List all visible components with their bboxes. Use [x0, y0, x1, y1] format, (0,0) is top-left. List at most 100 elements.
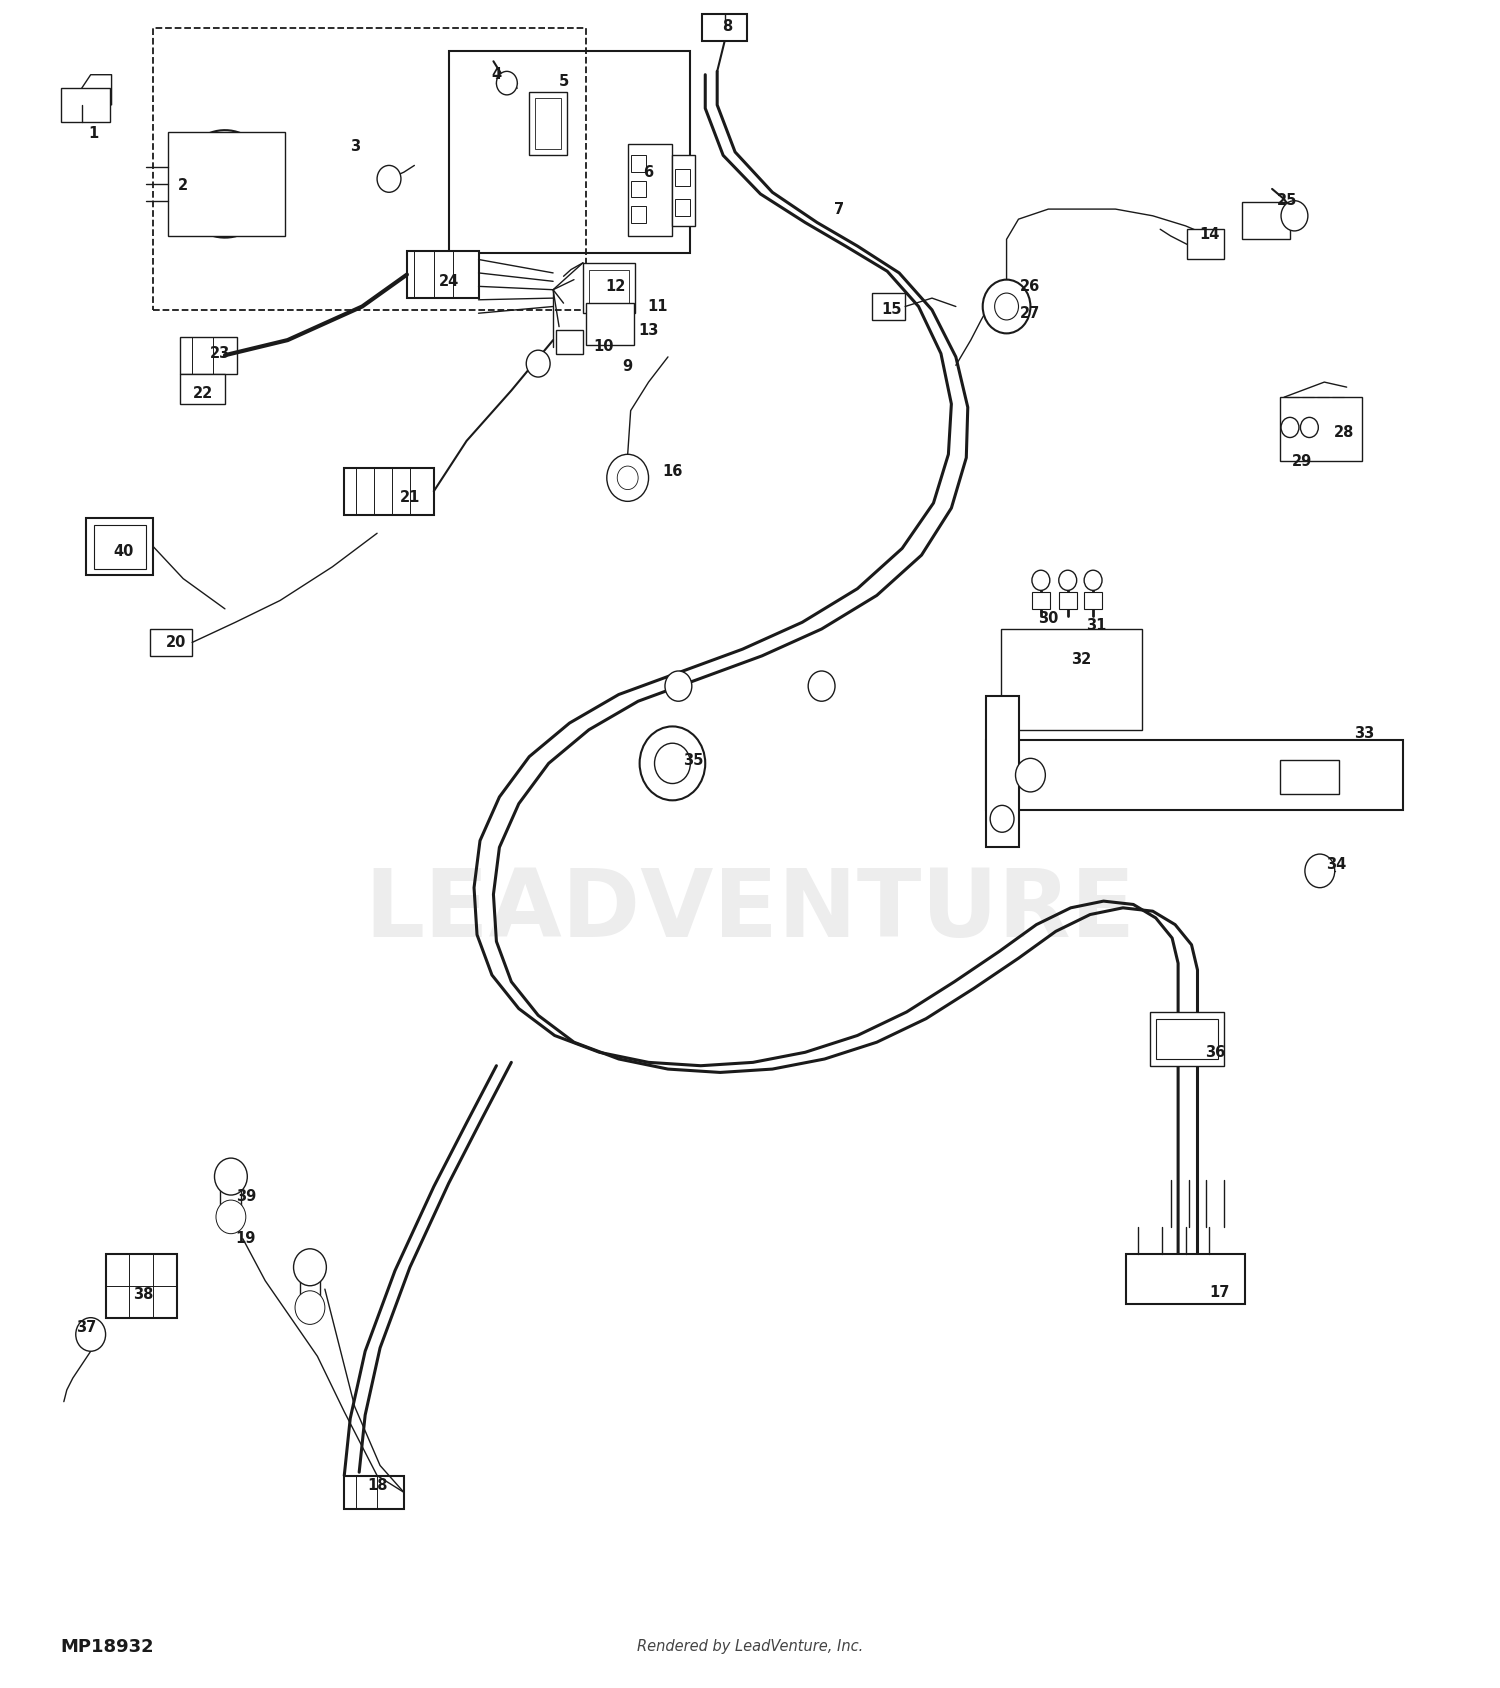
- Text: MP18932: MP18932: [62, 1637, 154, 1656]
- Bar: [630, 155, 645, 172]
- Bar: [1126, 1254, 1245, 1305]
- Bar: [627, 143, 672, 236]
- Text: 10: 10: [594, 339, 613, 354]
- Bar: [105, 1254, 177, 1318]
- Bar: [220, 1180, 242, 1210]
- Bar: [1000, 630, 1143, 729]
- Circle shape: [376, 165, 400, 192]
- Bar: [86, 518, 153, 576]
- Text: 23: 23: [210, 346, 231, 361]
- Circle shape: [1032, 571, 1050, 591]
- Text: 36: 36: [1206, 1045, 1225, 1060]
- Text: 25: 25: [1276, 192, 1298, 208]
- Text: 30: 30: [1038, 611, 1059, 626]
- Text: 17: 17: [1209, 1285, 1230, 1300]
- Text: 3: 3: [350, 140, 360, 154]
- Text: 18: 18: [368, 1479, 387, 1494]
- Circle shape: [982, 280, 1030, 334]
- Circle shape: [526, 349, 550, 376]
- Bar: [873, 294, 904, 321]
- Text: 4: 4: [492, 68, 501, 83]
- Bar: [180, 373, 225, 403]
- Circle shape: [296, 1291, 326, 1325]
- Text: 24: 24: [438, 273, 459, 289]
- Bar: [1186, 230, 1224, 260]
- Text: 39: 39: [236, 1190, 256, 1204]
- Text: 12: 12: [606, 279, 625, 294]
- Bar: [702, 14, 747, 41]
- Bar: [1155, 1018, 1218, 1058]
- Text: 5: 5: [558, 74, 568, 89]
- Bar: [1059, 592, 1077, 609]
- Bar: [630, 181, 645, 197]
- Bar: [1084, 592, 1102, 609]
- Text: 15: 15: [882, 302, 902, 317]
- Bar: [672, 155, 694, 226]
- Circle shape: [808, 672, 836, 701]
- Text: 35: 35: [682, 753, 703, 768]
- Bar: [1016, 641, 1128, 716]
- Bar: [168, 132, 285, 236]
- Bar: [1032, 592, 1050, 609]
- Text: 28: 28: [1334, 425, 1354, 441]
- Bar: [1280, 760, 1340, 793]
- Bar: [586, 304, 633, 344]
- Bar: [1150, 1013, 1224, 1065]
- Text: 16: 16: [662, 464, 682, 479]
- Bar: [1242, 203, 1290, 240]
- Bar: [153, 27, 586, 311]
- Text: 19: 19: [236, 1231, 256, 1246]
- Circle shape: [214, 1158, 248, 1195]
- Text: 37: 37: [76, 1320, 96, 1335]
- Circle shape: [1300, 417, 1318, 437]
- Text: 14: 14: [1198, 226, 1219, 241]
- Text: 6: 6: [644, 165, 654, 179]
- Text: 20: 20: [165, 635, 186, 650]
- Bar: [93, 525, 146, 569]
- Text: 29: 29: [1292, 454, 1312, 469]
- Circle shape: [664, 672, 692, 701]
- Text: 9: 9: [622, 360, 633, 375]
- Text: 22: 22: [192, 387, 213, 402]
- Circle shape: [1016, 758, 1046, 792]
- Bar: [1280, 397, 1362, 461]
- Text: 21: 21: [399, 491, 420, 505]
- Text: LEADVENTURE: LEADVENTURE: [364, 866, 1136, 957]
- Text: 27: 27: [1020, 306, 1041, 321]
- Bar: [986, 739, 1404, 810]
- Circle shape: [994, 294, 1018, 321]
- Bar: [345, 1475, 404, 1509]
- Bar: [584, 263, 634, 314]
- Circle shape: [1059, 571, 1077, 591]
- Circle shape: [639, 726, 705, 800]
- Text: 11: 11: [648, 299, 668, 314]
- Text: 33: 33: [1354, 726, 1374, 741]
- Bar: [536, 98, 561, 149]
- Text: 26: 26: [1020, 279, 1041, 294]
- Bar: [590, 270, 628, 307]
- Text: 13: 13: [639, 322, 658, 338]
- Text: 8: 8: [723, 19, 732, 34]
- Text: 32: 32: [1071, 652, 1092, 667]
- Text: 38: 38: [132, 1286, 153, 1301]
- Bar: [530, 91, 567, 155]
- Circle shape: [216, 1200, 246, 1234]
- Circle shape: [1084, 571, 1102, 591]
- Circle shape: [496, 71, 517, 95]
- Circle shape: [608, 454, 648, 501]
- Bar: [448, 51, 690, 253]
- Text: 40: 40: [114, 544, 134, 559]
- Bar: [62, 88, 110, 122]
- Bar: [675, 199, 690, 216]
- Circle shape: [1281, 417, 1299, 437]
- Circle shape: [990, 805, 1014, 832]
- Circle shape: [654, 743, 690, 783]
- Bar: [675, 169, 690, 186]
- Bar: [986, 695, 1018, 847]
- Text: 31: 31: [1086, 618, 1107, 633]
- Bar: [150, 630, 192, 657]
- Text: Rendered by LeadVenture, Inc.: Rendered by LeadVenture, Inc.: [638, 1639, 862, 1654]
- Bar: [345, 468, 433, 515]
- Bar: [406, 252, 478, 299]
- Circle shape: [1281, 201, 1308, 231]
